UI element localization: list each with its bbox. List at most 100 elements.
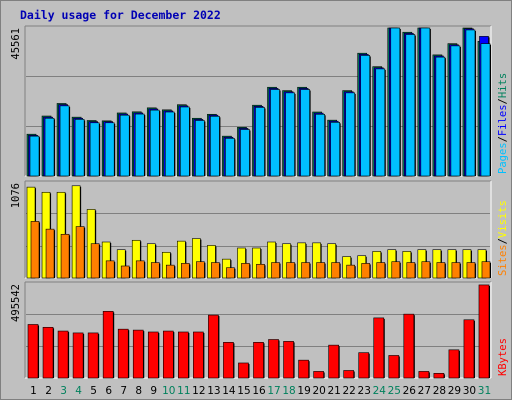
bar-sites-day-2 — [45, 228, 56, 279]
bar-sites-day-1 — [30, 221, 41, 279]
bar-sites-day-31-bar — [481, 261, 491, 279]
bar-pages-day-25 — [390, 27, 401, 177]
bar-pages-day-6 — [104, 122, 116, 177]
bar-pages-day-15-bar — [240, 129, 250, 177]
bar-sites-day-24 — [376, 262, 386, 279]
day-label-18: 18 — [282, 385, 295, 397]
chart-title: Daily usage for December 2022 — [20, 8, 221, 22]
bar-sites-day-29-bar — [451, 262, 461, 279]
legend-hits-files-pages-separator: / — [497, 136, 509, 142]
bar-sites-day-8-bar — [135, 260, 145, 279]
bar-kbytes-day-11 — [178, 331, 190, 379]
bar-kbytes-day-13 — [208, 314, 220, 379]
bar-sites-day-17-bar — [271, 262, 280, 279]
bar-kbytes-day-16 — [253, 342, 265, 379]
bar-kbytes-day-15 — [238, 362, 250, 379]
bar-sites-day-11-bar — [181, 263, 190, 279]
bar-sites-day-24-bar — [376, 262, 386, 279]
bar-sites-day-21 — [331, 262, 341, 279]
bar-pages-day-27 — [420, 27, 431, 177]
bar-sites-day-30 — [466, 262, 476, 279]
bar-pages-day-23 — [360, 55, 371, 177]
bar-pages-day-29 — [450, 45, 461, 177]
bar-sites-day-14 — [226, 267, 236, 279]
bar-kbytes-day-3-bar — [57, 330, 69, 379]
bar-kbytes-day-21 — [328, 344, 340, 379]
bar-pages-day-29-bar — [450, 45, 461, 177]
day-label-23: 23 — [358, 385, 371, 397]
bar-pages-day-23-bar — [360, 55, 371, 177]
bar-pages-day-9-bar — [149, 109, 160, 177]
bar-kbytes-day-7-bar — [117, 328, 129, 379]
bar-sites-day-25-bar — [391, 261, 401, 279]
bar-kbytes-day-7 — [117, 328, 130, 379]
day-label-16: 16 — [252, 385, 266, 397]
bar-kbytes-day-30 — [463, 319, 475, 379]
bar-pages-day-3 — [59, 105, 71, 177]
bar-sites-day-3 — [60, 233, 71, 279]
bar-kbytes-day-4 — [72, 332, 85, 379]
bar-sites-day-14-bar — [226, 267, 235, 279]
bar-kbytes-day-14-bar — [223, 342, 234, 379]
bar-kbytes-day-31 — [478, 284, 490, 379]
legend-visits-sites-separator: / — [497, 238, 509, 244]
day-label-21: 21 — [327, 385, 340, 397]
day-label-2: 2 — [45, 385, 52, 397]
bar-kbytes-day-10-bar — [162, 330, 174, 379]
bar-pages-day-24 — [375, 68, 386, 177]
bar-pages-day-24-bar — [375, 68, 386, 177]
bar-kbytes-day-25 — [388, 355, 400, 379]
day-label-20: 20 — [312, 385, 325, 397]
bar-sites-day-2-bar — [45, 228, 55, 279]
bar-pages-day-8-bar — [134, 113, 145, 177]
bar-kbytes-day-20 — [313, 371, 325, 379]
bar-sites-day-21-bar — [331, 262, 340, 279]
bar-pages-day-11 — [180, 106, 191, 177]
bar-kbytes-day-19 — [298, 359, 310, 379]
bar-kbytes-day-14 — [223, 342, 235, 379]
bar-sites-day-30-bar — [466, 262, 476, 279]
bar-kbytes-day-3 — [57, 330, 70, 379]
bar-sites-day-22-bar — [346, 264, 356, 279]
legend-visits: Visits — [497, 200, 509, 238]
day-label-22: 22 — [343, 385, 356, 397]
bar-kbytes-day-27-bar — [418, 371, 430, 379]
bar-sites-day-12-bar — [196, 261, 205, 279]
bar-kbytes-day-24-bar — [373, 317, 385, 379]
bar-pages-day-16 — [255, 107, 266, 177]
bar-pages-day-25-bar — [390, 27, 401, 177]
bar-kbytes-day-1-bar — [27, 324, 39, 379]
day-label-12: 12 — [192, 385, 205, 397]
bar-kbytes-day-6 — [102, 311, 115, 379]
bar-pages-day-16-bar — [255, 107, 265, 177]
bar-sites-day-27-bar — [421, 261, 431, 279]
bar-kbytes-day-8-bar — [132, 329, 144, 379]
day-label-17: 17 — [267, 385, 280, 397]
bar-kbytes-day-17 — [268, 339, 280, 379]
bar-sites-day-15 — [241, 263, 251, 279]
bar-pages-day-14-bar — [225, 138, 235, 177]
bar-sites-day-22 — [346, 264, 356, 279]
bar-pages-day-3-bar — [59, 105, 70, 177]
legend-sites: Sites — [497, 244, 509, 276]
bar-pages-day-19 — [300, 89, 311, 177]
bar-sites-day-26 — [406, 262, 416, 279]
day-label-27: 27 — [418, 385, 431, 397]
bar-kbytes-day-16-bar — [253, 342, 264, 379]
bar-sites-day-19-bar — [301, 262, 310, 279]
bar-pages-day-1-bar — [29, 135, 40, 177]
bar-pages-day-26 — [405, 34, 416, 177]
day-label-31: 31 — [478, 385, 491, 397]
bar-sites-day-20 — [316, 262, 326, 279]
day-label-14: 14 — [222, 385, 236, 397]
bar-pages-day-11-bar — [180, 106, 190, 177]
bar-sites-day-3-bar — [60, 233, 70, 279]
bar-pages-day-12 — [195, 120, 206, 177]
day-label-1: 1 — [30, 385, 37, 397]
bar-kbytes-day-12-bar — [193, 331, 204, 379]
bar-pages-day-31 — [480, 43, 491, 177]
bar-pages-day-2 — [44, 117, 56, 177]
bar-sites-day-29 — [451, 262, 461, 279]
bar-sites-day-13 — [211, 262, 221, 279]
bar-pages-day-10-bar — [164, 111, 175, 177]
